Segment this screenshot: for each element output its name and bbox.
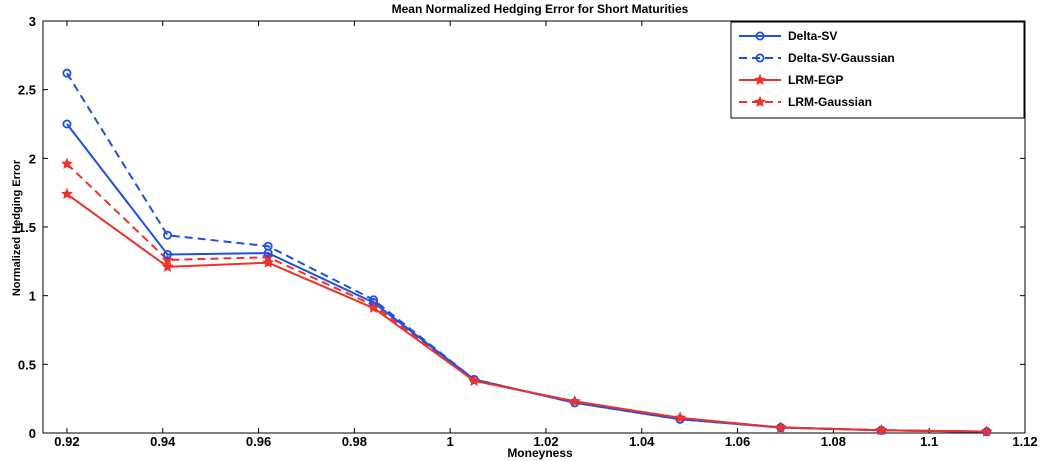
legend-marker: [754, 95, 766, 108]
y-axis-label: Normalized Hedging Error: [11, 159, 23, 296]
x-tick-label: 1.12: [1012, 434, 1037, 449]
x-tick-label: 0.96: [246, 434, 271, 449]
legend-marker: [755, 31, 765, 41]
y-tick-label: 0.5: [18, 357, 36, 372]
x-tick-label: 1.06: [725, 434, 750, 449]
legend-label: LRM-EGP: [788, 73, 843, 87]
series-lrm-egp-line: [66, 193, 987, 433]
x-tick-label: 1.02: [533, 434, 558, 449]
x-tick-label: 1.04: [629, 434, 655, 449]
x-tick-label: 1.08: [821, 434, 846, 449]
legend-entry: Delta-SV-Gaussian: [739, 51, 895, 65]
legend-entry: Delta-SV: [739, 29, 837, 43]
legend-marker: [755, 53, 765, 63]
x-tick-label: 1.1: [920, 434, 938, 449]
series-lrm-egp-point: [262, 256, 275, 268]
x-tick-label: 0.92: [54, 434, 79, 449]
x-tick-label: 0.98: [342, 434, 367, 449]
y-tick-label: 2.5: [18, 83, 36, 98]
series-delta-sv-point: [163, 249, 173, 259]
y-tick-label: 1.5: [18, 220, 36, 235]
legend-marker: [754, 73, 766, 86]
legend-label: Delta-SV-Gaussian: [788, 51, 895, 65]
y-tick-label: 0: [29, 426, 36, 441]
series-lrm-egp-point: [61, 187, 73, 200]
x-tick-label: 1: [447, 434, 454, 449]
series-lrm-gaussian-point: [61, 157, 73, 169]
y-tick-label: 1: [29, 289, 36, 304]
y-tick-label: 3: [29, 14, 36, 29]
series-delta-sv-gaussian-point: [163, 230, 173, 240]
legend-entry: LRM-EGP: [739, 73, 843, 87]
series-lrm-egp-point: [980, 425, 993, 437]
chart-title: Mean Normalized Hedging Error for Short …: [392, 2, 689, 16]
series-lrm-egp: [61, 187, 993, 437]
series-lrm-egp-point: [774, 421, 787, 433]
legend-entry: LRM-Gaussian: [739, 95, 872, 109]
series-lrm-egp-point: [674, 411, 687, 423]
series-lrm-egp-point: [468, 374, 481, 386]
legend-label: LRM-Gaussian: [788, 95, 872, 109]
y-tick-label: 2: [29, 151, 36, 166]
series-delta-sv-gaussian-point: [62, 68, 72, 78]
legend: Delta-SV Delta-SV-Gaussian LRM-EGP LRM-Gaus…: [730, 21, 1025, 119]
series-lrm-gaussian-line: [66, 163, 987, 433]
series-delta-sv-point: [62, 119, 72, 129]
series-lrm-egp-point: [161, 260, 174, 272]
x-axis-label: Moneyness: [507, 446, 573, 460]
legend-label: Delta-SV: [788, 29, 837, 43]
x-tick-label: 0.94: [150, 434, 176, 449]
series-lrm-egp-point: [568, 395, 581, 407]
series-lrm-egp-point: [367, 301, 380, 314]
series-lrm-egp-point: [875, 424, 888, 436]
